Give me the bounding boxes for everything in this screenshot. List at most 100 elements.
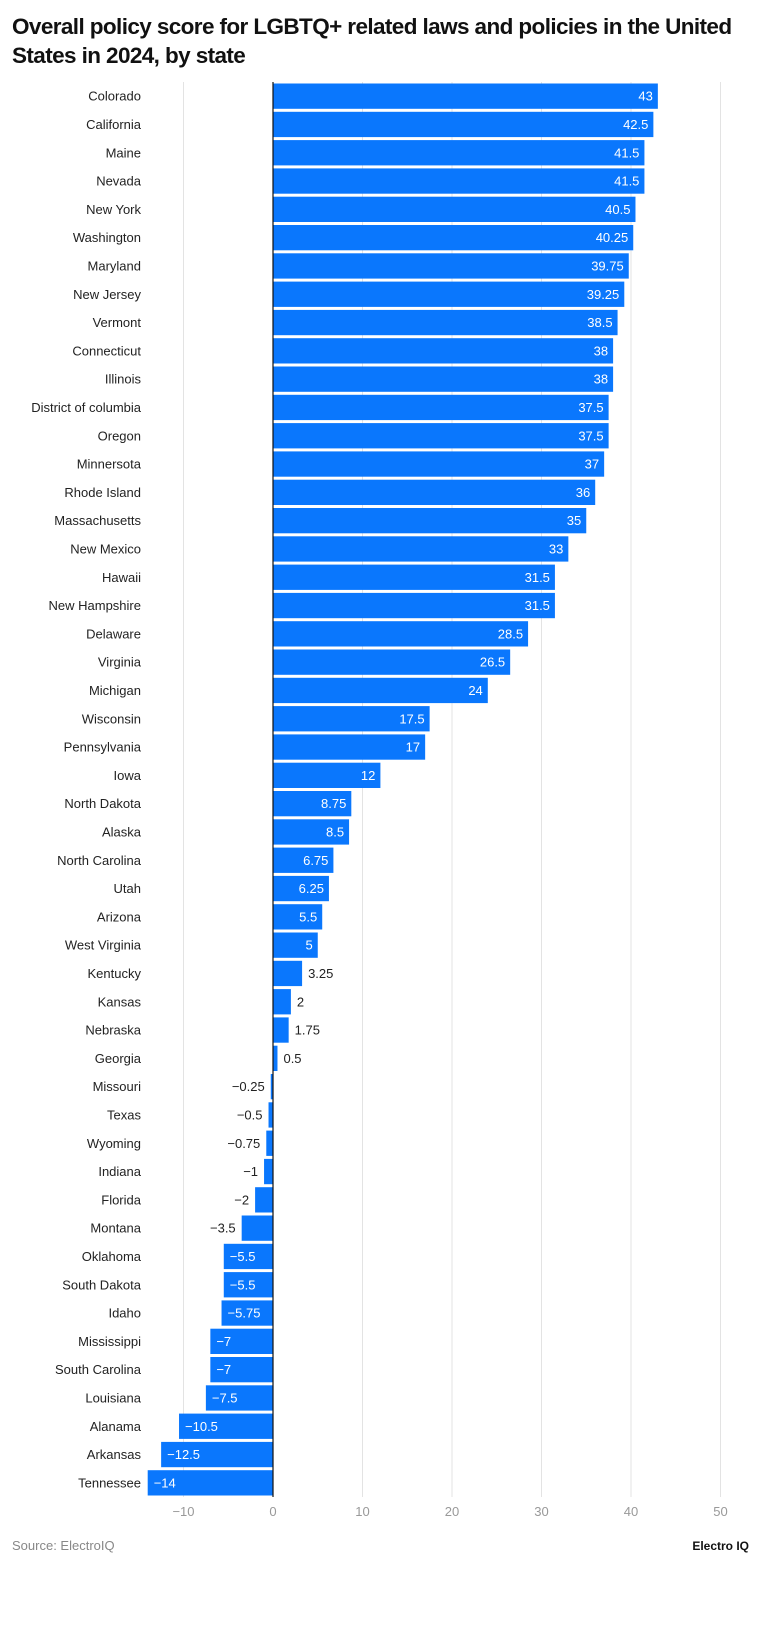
category-label: New York [86, 202, 141, 217]
bar [205, 1385, 273, 1411]
data-label: −7.5 [212, 1390, 238, 1405]
data-label: 5.5 [299, 909, 317, 924]
category-label: Kansas [98, 994, 142, 1009]
category-label: Hawaii [102, 570, 141, 585]
bar [273, 536, 569, 562]
data-label: −14 [154, 1475, 176, 1490]
x-tick-label: 50 [713, 1504, 727, 1519]
bar [147, 1470, 273, 1496]
data-label: −5.75 [228, 1306, 261, 1321]
bar [273, 819, 350, 845]
data-label: 5 [306, 938, 313, 953]
bar [273, 592, 555, 619]
category-label: Illinois [105, 372, 142, 387]
bar [210, 1328, 273, 1354]
bar [273, 875, 329, 902]
bar [273, 309, 618, 336]
data-label: 42.5 [623, 117, 648, 132]
category-label: West Virginia [65, 938, 142, 953]
data-label: −5.5 [230, 1249, 256, 1264]
data-label: 35 [567, 513, 581, 528]
data-label: 37.5 [578, 400, 603, 415]
category-label: Arkansas [87, 1447, 142, 1462]
category-label: Kentucky [88, 966, 142, 981]
category-label: Indiana [98, 1164, 141, 1179]
category-label: Vermont [93, 315, 142, 330]
data-label: 0.5 [283, 1051, 301, 1066]
x-tick-label: 20 [445, 1504, 459, 1519]
data-label: −3.5 [210, 1221, 236, 1236]
category-label: Oregon [98, 428, 141, 443]
category-label: Texas [107, 1107, 141, 1122]
category-label: Alanama [90, 1419, 142, 1434]
bar [266, 1130, 273, 1156]
bar [268, 1102, 273, 1128]
bar [273, 762, 381, 788]
bar [273, 366, 614, 392]
bar [273, 111, 654, 138]
bar [179, 1413, 273, 1439]
data-label: 40.25 [596, 230, 629, 245]
data-label: 17.5 [399, 711, 424, 726]
bar [273, 451, 605, 477]
data-label: 31.5 [525, 598, 550, 613]
data-label: 40.5 [605, 202, 630, 217]
category-label: Florida [101, 1192, 142, 1207]
category-label: Georgia [95, 1051, 142, 1066]
bar [273, 621, 529, 647]
category-label: Idaho [108, 1306, 141, 1321]
bar [273, 281, 625, 307]
data-label: 12 [361, 768, 375, 783]
bar [221, 1300, 273, 1326]
category-label: Tennessee [78, 1475, 141, 1490]
data-label: 37 [585, 457, 599, 472]
bar [273, 847, 334, 873]
x-tick-label: 40 [624, 1504, 638, 1519]
bar [273, 83, 658, 109]
data-label: −0.75 [227, 1136, 260, 1151]
category-label: South Carolina [55, 1362, 142, 1377]
bar [273, 338, 614, 364]
data-label: 38.5 [587, 315, 612, 330]
bar [273, 168, 645, 194]
data-label: 1.75 [295, 1023, 320, 1038]
data-label: 38 [594, 343, 608, 358]
data-label: −7 [216, 1362, 231, 1377]
category-label: Louisiana [85, 1390, 141, 1405]
data-label: 8.5 [326, 824, 344, 839]
electroiq-logo: Electro IQ [692, 1539, 749, 1553]
data-label: −5.5 [230, 1277, 256, 1292]
category-label: Minnersota [77, 457, 142, 472]
bar [255, 1187, 273, 1213]
data-label: 38 [594, 372, 608, 387]
bar [273, 791, 352, 817]
category-label: Oklahoma [82, 1249, 142, 1264]
category-label: Maryland [88, 258, 141, 273]
bar [273, 564, 555, 590]
data-label: 36 [576, 485, 590, 500]
bar [273, 932, 318, 958]
bar [241, 1215, 273, 1241]
category-label: Nebraska [85, 1023, 141, 1038]
category-label: Wisconsin [82, 711, 141, 726]
bar [273, 423, 609, 449]
data-label: −2 [234, 1192, 249, 1207]
data-label: 43 [638, 89, 652, 104]
data-label: −7 [216, 1334, 231, 1349]
category-label: South Dakota [62, 1277, 142, 1292]
bar-chart: −10 0 10 20 30 40 50 Colorado 43 California 42.5 Ma… [31, 82, 728, 1519]
data-label: 33 [549, 541, 563, 556]
data-label: 2 [297, 994, 304, 1009]
category-label: Connecticut [72, 343, 141, 358]
data-label: 31.5 [525, 570, 550, 585]
data-label: −10.5 [185, 1419, 218, 1434]
bar [273, 394, 609, 421]
bar [161, 1441, 273, 1468]
bar [210, 1357, 273, 1383]
bar [273, 989, 291, 1015]
data-label: 28.5 [498, 626, 523, 641]
x-tick-label: 0 [269, 1504, 276, 1519]
data-label: 41.5 [614, 145, 639, 160]
category-label: Pennsylvania [64, 740, 142, 755]
category-label: Rhode Island [64, 485, 141, 500]
